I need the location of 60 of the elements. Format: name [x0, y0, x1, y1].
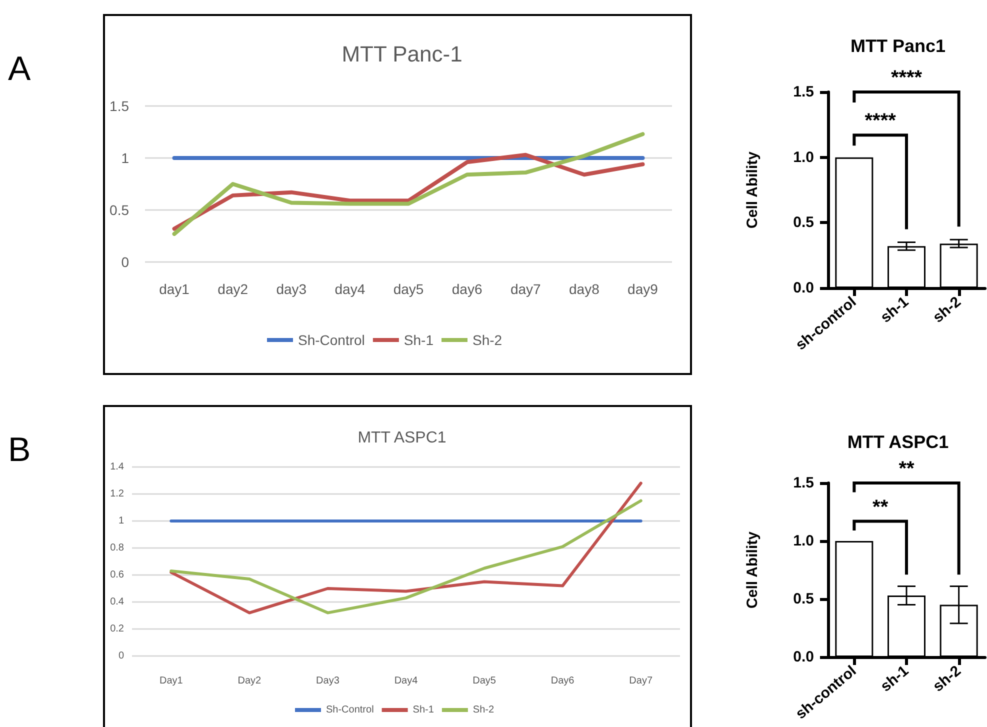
text: ****: [890, 67, 922, 89]
chart-title: MTT ASPC1: [358, 430, 446, 446]
y-tick-label: 0: [118, 650, 124, 662]
x-tick-label: day8: [568, 281, 600, 297]
y-tick-label: 0.2: [110, 624, 124, 634]
y-tick-label: 0: [121, 254, 130, 270]
x-tick-label: sh-2: [930, 293, 964, 326]
y-tick-label: 0.6: [110, 570, 124, 580]
y-tick-label: 1.4: [110, 462, 124, 472]
y-tick-label: 0.8: [110, 542, 124, 554]
legend-label: Sh-2: [472, 704, 494, 716]
x-tick-label: sh-1: [877, 662, 912, 696]
annotation: **: [872, 496, 888, 518]
y-tick-label: 1.5: [793, 84, 814, 100]
y-tick-label: 0.4: [110, 596, 124, 608]
x-tick-label: sh-1: [877, 293, 912, 326]
y-tick-label: 0.5: [110, 202, 130, 218]
text: **: [898, 458, 914, 480]
x-tick-label: Day1: [159, 676, 184, 686]
line-series: [172, 152, 645, 231]
x-tick-label: day5: [393, 281, 424, 297]
y-tick-label: 0.5: [793, 214, 814, 232]
y-tick-label: 0.0: [793, 280, 814, 296]
annotation: ****: [864, 110, 896, 132]
y-tick-label: 1.5: [793, 474, 814, 492]
x-tick-label: Day7: [629, 676, 653, 686]
y-tick-label: 0.0: [793, 648, 814, 666]
legend-label: Sh-1: [412, 704, 434, 716]
x-tick-label: Day5: [472, 676, 496, 686]
y-tick-label: 1.5: [110, 98, 130, 114]
y-tick-label: 1: [121, 150, 130, 166]
x-tick-label: Day6: [550, 676, 575, 686]
x-tick-label: sh-2: [930, 662, 964, 696]
line-series: [172, 132, 645, 236]
chart-title: MTT ASPC1: [847, 432, 949, 452]
legend-label: Sh-Control: [326, 704, 374, 716]
chart-title: MTT Panc1: [850, 36, 946, 56]
x-tick-label: day6: [452, 281, 482, 297]
legend-label: Sh-2: [472, 332, 502, 348]
x-tick-label: Day2: [238, 676, 262, 686]
y-axis-title: Cell Ability: [744, 150, 761, 228]
x-tick-label: day3: [276, 281, 307, 297]
legend-label: Sh-Control: [298, 332, 365, 348]
x-tick-label: Day3: [316, 676, 340, 686]
x-tick-label: day7: [510, 281, 542, 297]
y-tick-label: 1.0: [793, 148, 814, 166]
x-tick-label: Day4: [394, 676, 418, 686]
legend-label: Sh-1: [404, 332, 434, 348]
y-axis-title: Cell Ability: [744, 530, 761, 608]
x-tick-label: day1: [159, 281, 190, 297]
x-tick-label: day2: [218, 281, 248, 297]
chart-title: MTT Panc-1: [342, 42, 462, 66]
y-tick-label: 0.5: [793, 590, 814, 608]
text: A: [8, 50, 31, 88]
y-tick-label: 1: [118, 516, 124, 526]
y-tick-label: 1.2: [110, 488, 124, 500]
x-tick-label: day9: [628, 281, 658, 297]
x-tick-label: day4: [334, 281, 366, 297]
y-tick-label: 1.0: [793, 532, 814, 550]
text: B: [8, 431, 31, 469]
